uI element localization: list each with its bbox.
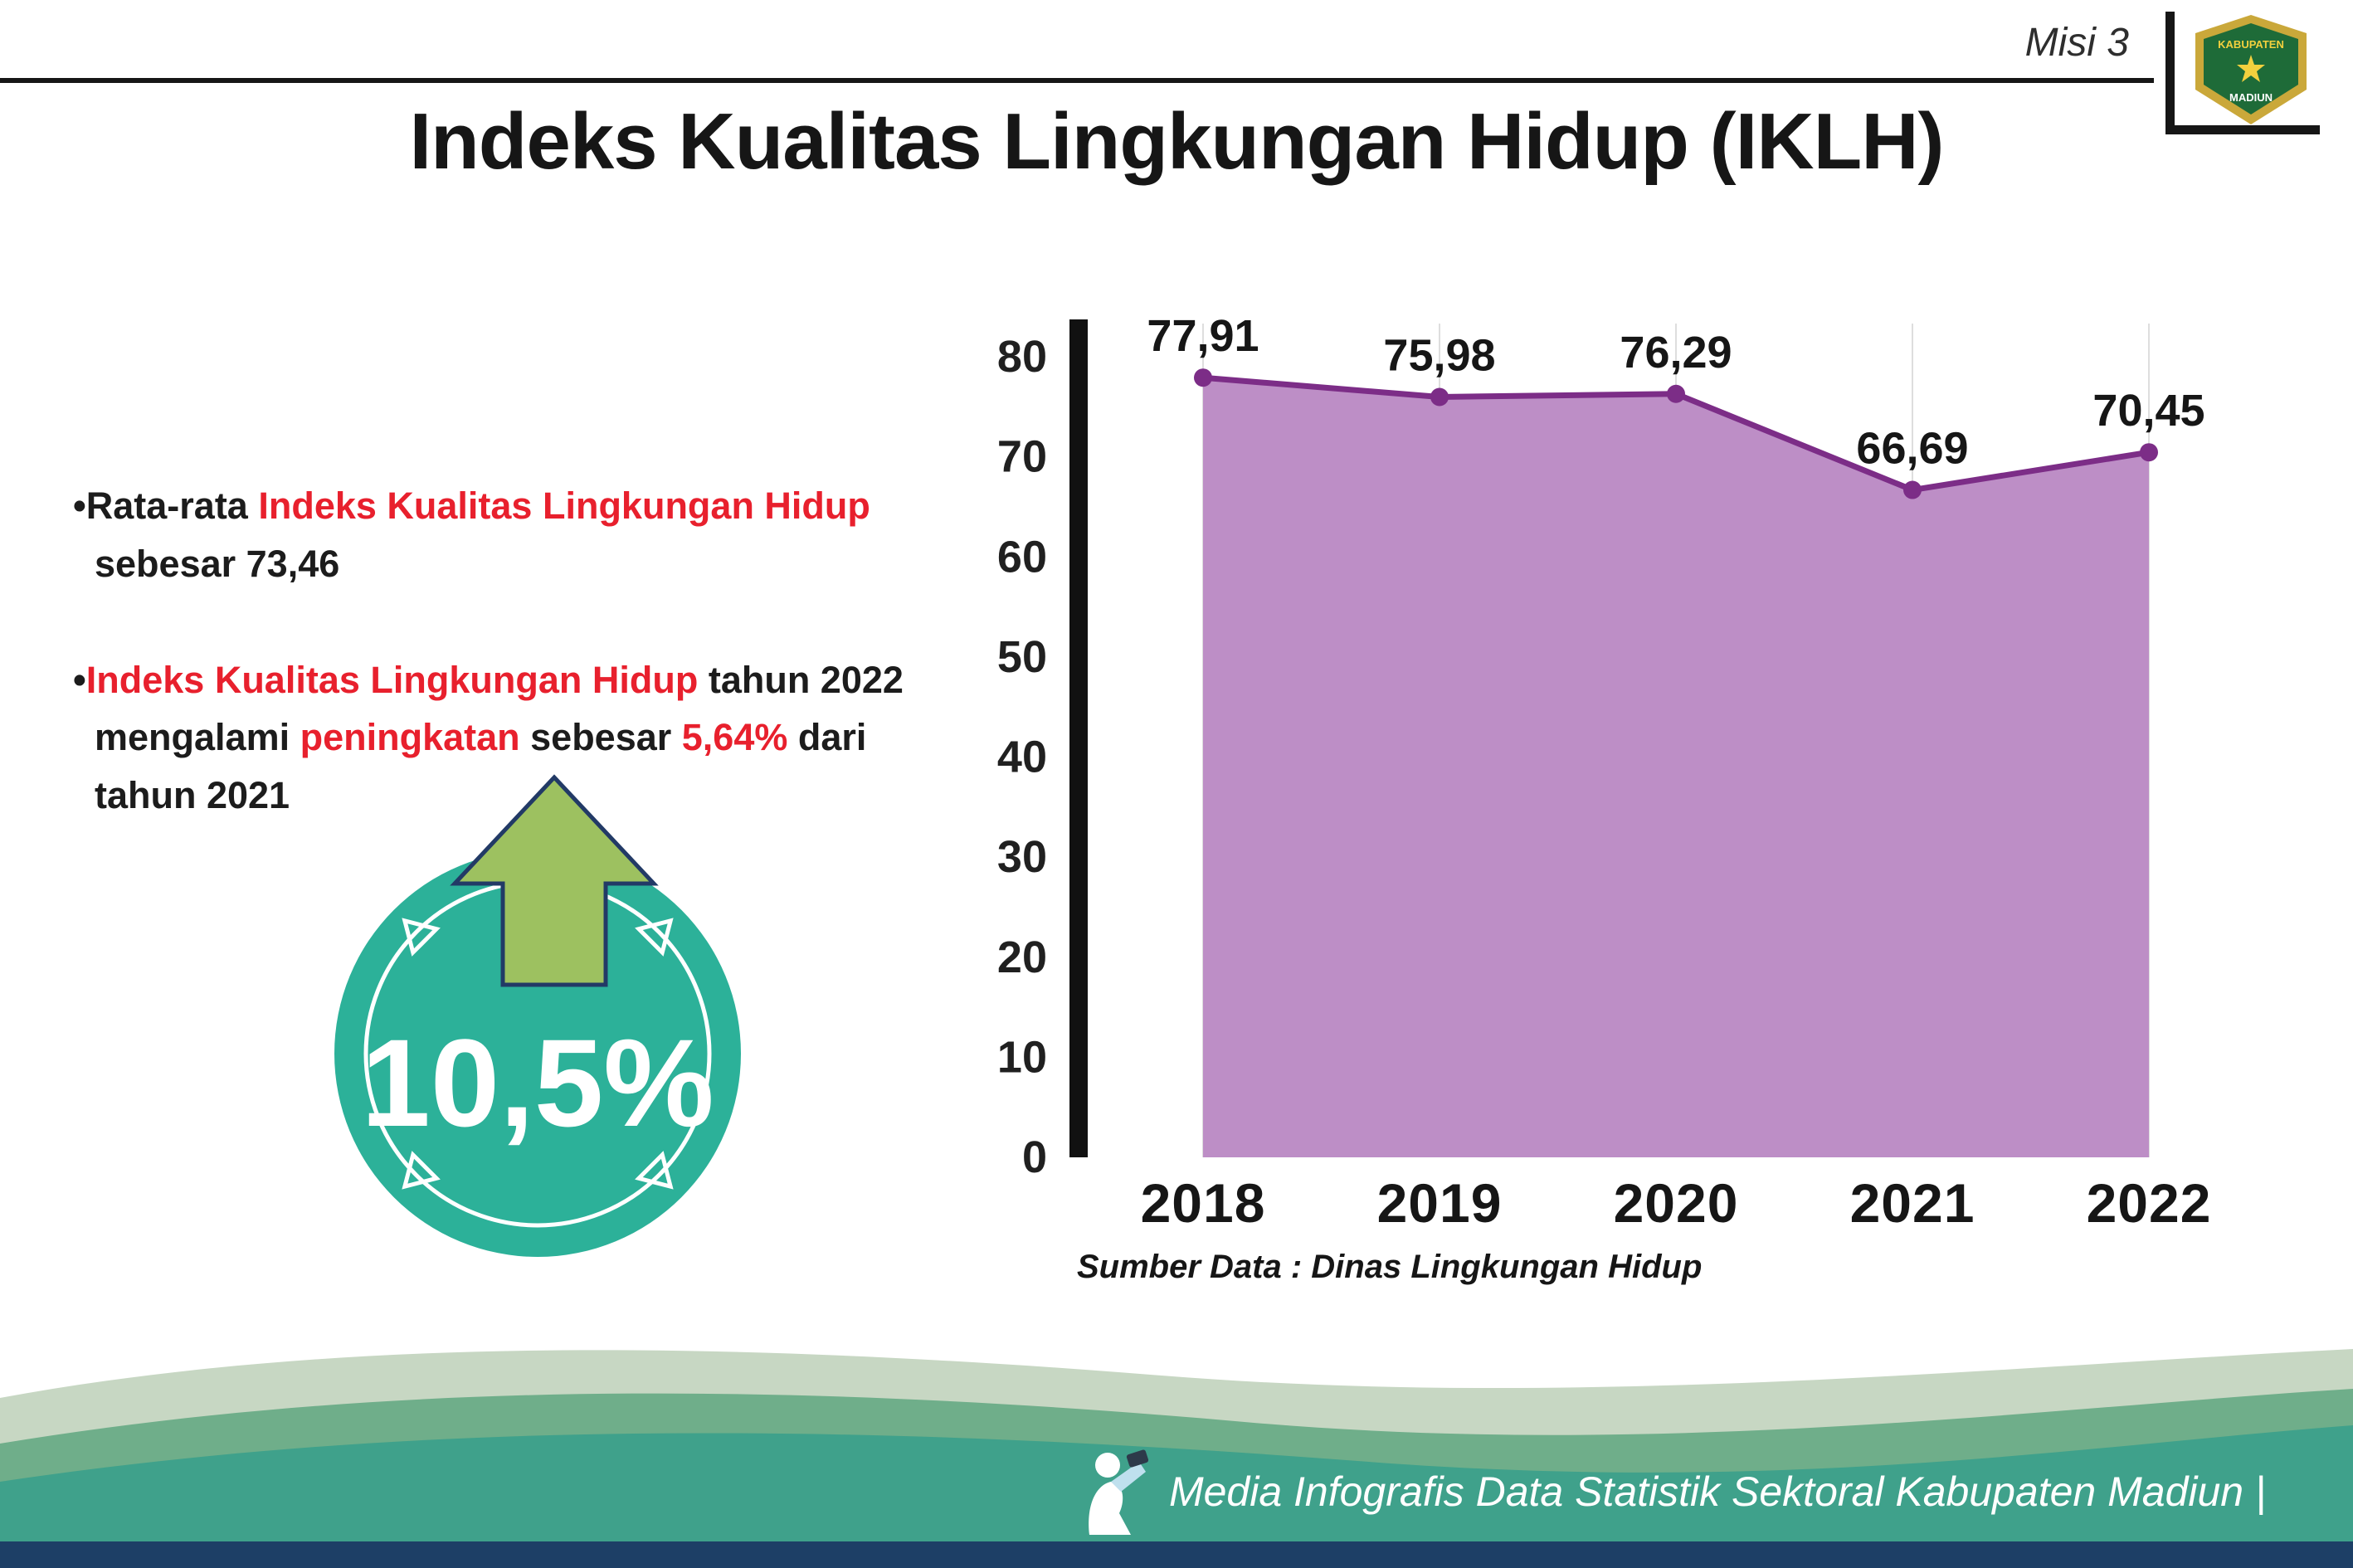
bullet-2-text-4: dari bbox=[787, 716, 867, 759]
bullet-2-highlight-2: peningkatan bbox=[300, 716, 520, 759]
y-tick-label: 40 bbox=[997, 733, 1047, 782]
area-fill bbox=[1203, 377, 2149, 1157]
y-tick-label: 20 bbox=[997, 933, 1047, 982]
logo-frame: KABUPATEN MADIUN bbox=[2165, 12, 2320, 134]
x-axis-label: 2020 bbox=[1614, 1172, 1739, 1234]
y-tick-label: 60 bbox=[997, 532, 1047, 582]
kabupaten-madiun-logo: KABUPATEN MADIUN bbox=[2195, 15, 2307, 124]
data-point bbox=[1430, 387, 1449, 407]
bullet-2-line-1: •Indeks Kualitas Lingkungan Hidup tahun … bbox=[73, 651, 1002, 709]
notes-block: •Rata-rata Indeks Kualitas Lingkungan Hi… bbox=[73, 477, 1002, 825]
y-tick-label: 30 bbox=[997, 832, 1047, 882]
bullet-2-highlight-1: Indeks Kualitas Lingkungan Hidup bbox=[85, 658, 699, 701]
bullet-2: •Indeks Kualitas Lingkungan Hidup tahun … bbox=[73, 651, 1002, 825]
mascot-icon bbox=[1089, 1449, 1149, 1535]
data-point bbox=[1667, 384, 1685, 403]
y-tick-label: 0 bbox=[1022, 1132, 1047, 1182]
increase-badge: 10,5% bbox=[334, 774, 741, 1257]
value-label: 77,91 bbox=[1147, 311, 1259, 361]
badge-circle bbox=[334, 850, 741, 1257]
header-rule bbox=[0, 78, 2154, 83]
y-axis bbox=[1069, 319, 1088, 1157]
bullet-2-marker: • bbox=[73, 658, 86, 701]
y-tick-label: 50 bbox=[997, 632, 1047, 682]
bullet-1-text: •Rata-rata bbox=[73, 485, 259, 527]
footer-credit-text: Media Infografis Data Statistik Sektoral… bbox=[1168, 1468, 2266, 1515]
footer-wave-teal bbox=[0, 1425, 2353, 1568]
bullet-2-text-3: sebesar bbox=[519, 716, 682, 759]
footer-waves bbox=[0, 1349, 2353, 1568]
data-source: Sumber Data : Dinas Lingkungan Hidup bbox=[1077, 1249, 1703, 1285]
bullet-2-line-2: mengalami peningkatan sebesar 5,64% dari bbox=[73, 709, 1002, 767]
bullet-2-text-2: mengalami bbox=[95, 716, 300, 759]
misi-label: Misi 3 bbox=[2024, 21, 2129, 65]
badge-ring-triangles bbox=[402, 918, 674, 1190]
footer-navy-strip bbox=[0, 1541, 2353, 1568]
logo-star bbox=[2237, 55, 2265, 82]
bullet-2-highlight-3: 5,64% bbox=[681, 716, 788, 759]
value-label: 75,98 bbox=[1383, 330, 1495, 380]
x-axis-label: 2021 bbox=[1850, 1172, 1975, 1234]
page-title: Indeks Kualitas Lingkungan Hidup (IKLH) bbox=[409, 97, 1944, 186]
value-label: 70,45 bbox=[2092, 386, 2204, 436]
logo-text-top: KABUPATEN bbox=[2218, 38, 2284, 51]
iklh-area-chart: 77,91 75,98 76,29 66,69 70,45 0 10 20 30 40 50 60 70… bbox=[997, 311, 2212, 1234]
y-tick-label: 10 bbox=[997, 1032, 1047, 1082]
bullet-1-highlight: Indeks Kualitas Lingkungan Hidup bbox=[258, 485, 870, 527]
x-axis-label: 2019 bbox=[1377, 1172, 1503, 1234]
bullet-1-line-1: •Rata-rata Indeks Kualitas Lingkungan Hi… bbox=[73, 477, 1002, 535]
bullet-2-line-3: tahun 2021 bbox=[95, 774, 290, 816]
footer-credit: Media Infografis Data Statistik Sektoral… bbox=[1073, 1445, 2266, 1538]
bullet-1-line-2: sebesar 73,46 bbox=[95, 542, 340, 585]
value-label: 76,29 bbox=[1620, 328, 1732, 377]
badge-value: 10,5% bbox=[361, 1013, 714, 1152]
data-point bbox=[1903, 480, 1922, 499]
logo-text-bottom: MADIUN bbox=[2229, 91, 2273, 104]
value-label: 66,69 bbox=[1856, 424, 1968, 474]
y-tick-label: 70 bbox=[997, 432, 1047, 482]
bullet-1: •Rata-rata Indeks Kualitas Lingkungan Hi… bbox=[73, 477, 1002, 593]
x-axis-label: 2018 bbox=[1141, 1172, 1266, 1234]
data-point bbox=[2140, 443, 2158, 462]
bullet-2-text-1: tahun 2022 bbox=[698, 658, 904, 701]
x-axis-label: 2022 bbox=[2087, 1172, 2212, 1234]
y-tick-label: 80 bbox=[997, 332, 1047, 382]
up-arrow-icon bbox=[450, 774, 659, 987]
data-point bbox=[1194, 368, 1212, 387]
